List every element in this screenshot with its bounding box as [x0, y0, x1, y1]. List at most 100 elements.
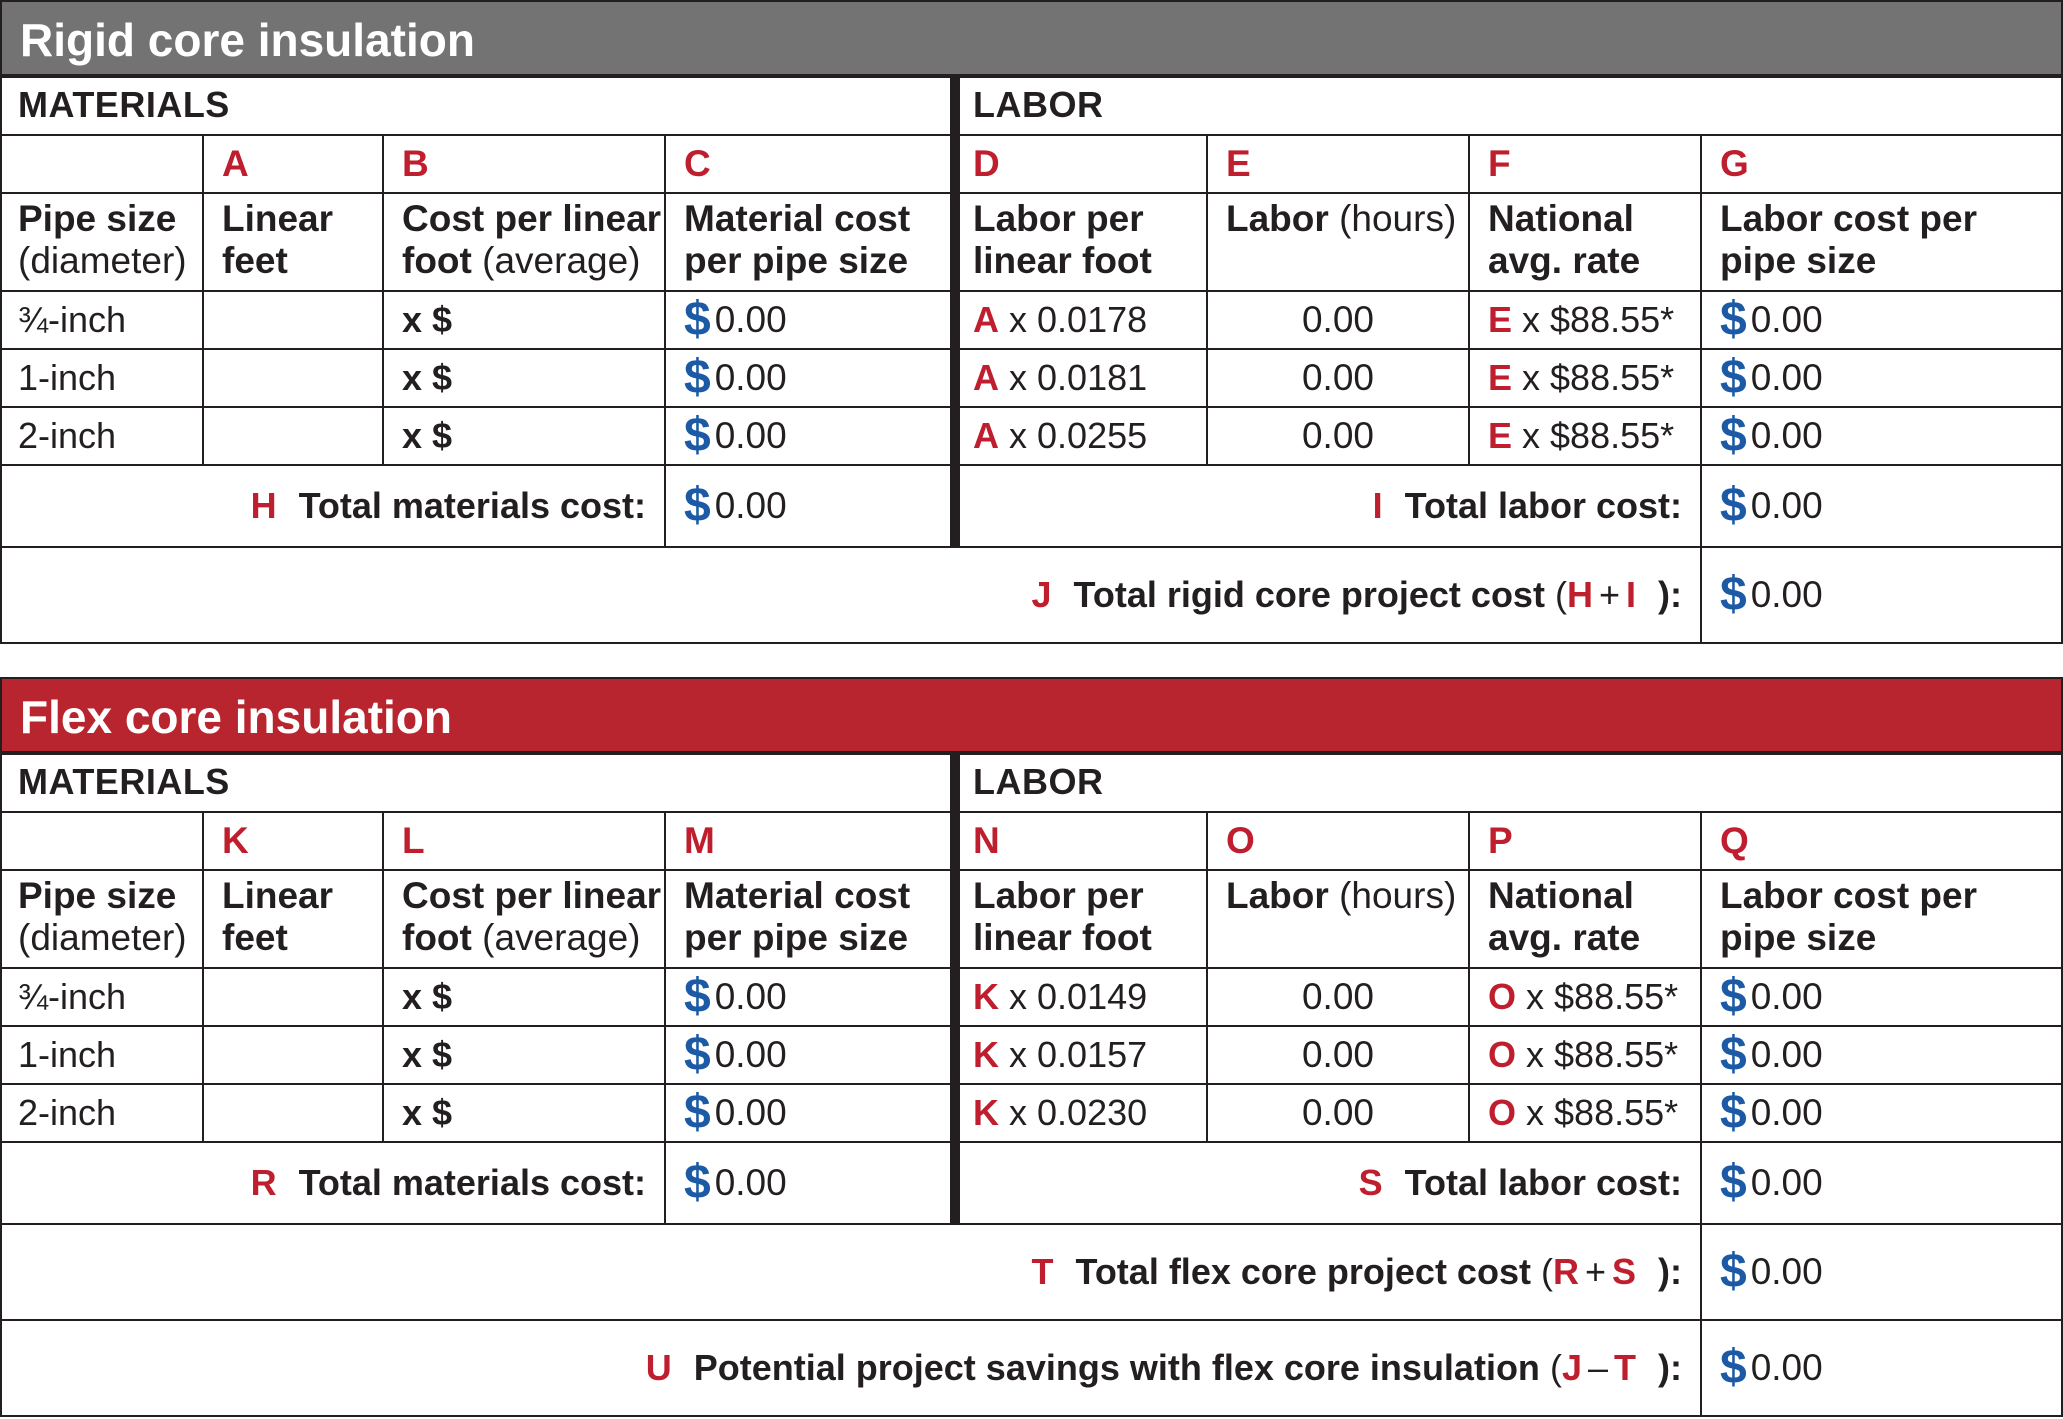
rigid-header-material-cost: Material cost per pipe size	[666, 194, 955, 292]
flex-labor-per-foot-cell: K x 0.0230	[955, 1085, 1208, 1143]
flex-materials-label: MATERIALS	[0, 753, 955, 813]
rigid-labor-per-foot-cell: A x 0.0178	[955, 292, 1208, 350]
flex-total-project-term-a: R	[1552, 1251, 1579, 1292]
spacer	[1516, 1092, 1526, 1134]
rigid-linear-feet-input[interactable]	[204, 292, 384, 350]
flex-labor-per-foot-cell: K x 0.0157	[955, 1027, 1208, 1085]
flex-header-linear-feet: Linear feet	[204, 871, 384, 969]
rigid-header-text: linear foot	[973, 240, 1152, 281]
flex-total-materials-letter: R	[250, 1162, 277, 1203]
rigid-material-cost-cell: $0.00	[666, 350, 955, 408]
flex-cost-per-foot-input[interactable]: x $	[384, 1027, 666, 1085]
flex-labor-factor: x 0.0157	[1009, 1034, 1148, 1075]
rigid-linear-feet-input[interactable]	[204, 408, 384, 466]
rigid-cost-per-foot-input[interactable]: x $	[384, 408, 666, 466]
flex-linear-feet-input[interactable]	[204, 1085, 384, 1143]
flex-material-cost-cell: $0.00	[666, 969, 955, 1027]
rigid-cost-per-foot-input[interactable]: x $	[384, 292, 666, 350]
rigid-total-project-value: 0.00	[1750, 574, 1823, 615]
flex-header-national-avg-rate: National avg. rate	[1470, 871, 1702, 969]
flex-savings-letter: U	[645, 1347, 672, 1388]
flex-labor-cost-cell: $0.00	[1702, 1027, 2063, 1085]
dollar-sign-icon: $	[684, 293, 711, 346]
flex-rate-value: x $88.55*	[1526, 1034, 1679, 1075]
flex-linear-feet-input[interactable]	[204, 1027, 384, 1085]
rigid-labor-per-foot-cell: A x 0.0255	[955, 408, 1208, 466]
flex-header-labor-cost: Labor cost per pipe size	[1702, 871, 2063, 969]
flex-total-labor-letter: S	[1358, 1162, 1383, 1203]
rigid-pipe-size-cell: ¾-inch	[0, 292, 204, 350]
flex-pipe-size: ¾-inch	[18, 976, 127, 1017]
rigid-total-materials-value: 0.00	[714, 485, 787, 526]
rigid-total-project-operator: +	[1598, 574, 1620, 615]
rigid-rate-letter: E	[1488, 357, 1513, 398]
spacer	[1512, 415, 1522, 457]
flex-savings-term-a: J	[1561, 1347, 1582, 1388]
flex-labor-hours-value: 0.00	[1301, 976, 1374, 1017]
flex-labor-cost-value: 0.00	[1750, 976, 1823, 1017]
rigid-linear-feet-input[interactable]	[204, 350, 384, 408]
flex-header-text: Linear	[222, 875, 334, 916]
flex-cost-prefix: x $	[402, 1034, 453, 1075]
flex-header-text: per pipe size	[684, 917, 909, 958]
rigid-labor-hours-value: 0.00	[1301, 415, 1374, 456]
dollar-sign-icon: $	[1720, 1086, 1747, 1139]
flex-header-text: Material cost	[684, 875, 911, 916]
rigid-cost-per-foot-input[interactable]: x $	[384, 350, 666, 408]
flex-pipe-size: 1-inch	[18, 1034, 117, 1075]
flex-total-labor-value: 0.00	[1750, 1162, 1823, 1203]
flex-savings-value: 0.00	[1750, 1347, 1823, 1388]
flex-material-cost-cell: $0.00	[666, 1085, 955, 1143]
flex-linear-feet-input[interactable]	[204, 969, 384, 1027]
flex-cost-per-foot-input[interactable]: x $	[384, 1085, 666, 1143]
rigid-labor-cost-value: 0.00	[1750, 299, 1823, 340]
dollar-sign-icon: $	[684, 1156, 711, 1209]
rigid-total-labor-letter: I	[1372, 485, 1383, 526]
spacer	[1512, 357, 1522, 399]
flex-rate-value: x $88.55*	[1526, 976, 1679, 1017]
rigid-total-project-term-a: H	[1566, 574, 1593, 615]
flex-header-cost-per-linear-foot: Cost per linear foot (average)	[384, 871, 666, 969]
rigid-labor-per-foot-cell: A x 0.0181	[955, 350, 1208, 408]
rigid-header-text: pipe size	[1720, 240, 1877, 281]
rigid-labor-cost-cell: $0.00	[1702, 350, 2063, 408]
spacer	[1545, 574, 1555, 616]
rigid-total-labor-cell: $0.00	[1702, 466, 2063, 548]
flex-rate-cell: O x $88.55*	[1470, 1085, 1702, 1143]
rigid-rate-cell: E x $88.55*	[1470, 408, 1702, 466]
flex-pipe-size-cell: ¾-inch	[0, 969, 204, 1027]
flex-header-material-cost: Material cost per pipe size	[666, 871, 955, 969]
flex-total-materials-cell: $0.00	[666, 1143, 955, 1225]
flex-pipe-size-cell: 2-inch	[0, 1085, 204, 1143]
flex-column-letter: K	[204, 813, 384, 871]
flex-letter-blank	[0, 813, 204, 871]
flex-total-materials-value: 0.00	[714, 1162, 787, 1203]
flex-labor-hours-cell: 0.00	[1208, 1027, 1470, 1085]
flex-header-pipe-size: Pipe size (diameter)	[0, 871, 204, 969]
flex-savings-cell: $0.00	[1702, 1321, 2063, 1417]
rigid-header-cost-per-linear-foot: Cost per linear foot (average)	[384, 194, 666, 292]
rigid-labor-cost-cell: $0.00	[1702, 292, 2063, 350]
rigid-column-letter: G	[1702, 136, 2063, 194]
flex-labor-factor: x 0.0230	[1009, 1092, 1148, 1133]
rigid-column-letter: D	[955, 136, 1208, 194]
flex-savings-operator: –	[1587, 1347, 1609, 1388]
rigid-cost-prefix: x $	[402, 357, 453, 398]
rigid-labor-hours-value: 0.00	[1301, 357, 1374, 398]
rigid-rate-cell: E x $88.55*	[1470, 292, 1702, 350]
flex-header-labor-hours: Labor (hours)	[1208, 871, 1470, 969]
rigid-total-labor-text: Total labor cost:	[1404, 485, 1682, 526]
rigid-cost-prefix: x $	[402, 299, 453, 340]
spacer	[1516, 976, 1526, 1018]
dollar-sign-icon: $	[1720, 568, 1747, 621]
rigid-table: MATERIALS LABOR A B C D E F G Pipe size (diameter)…	[0, 76, 2063, 644]
flex-cost-per-foot-input[interactable]: x $	[384, 969, 666, 1027]
rigid-header-labor-hours: Labor (hours)	[1208, 194, 1470, 292]
rigid-pipe-size: ¾-inch	[18, 299, 127, 340]
rigid-material-cost-value: 0.00	[714, 357, 787, 398]
spacer	[1540, 1347, 1550, 1389]
rigid-total-materials-label: H Total materials cost:	[0, 466, 666, 548]
rigid-rate-letter: E	[1488, 299, 1513, 340]
rigid-pipe-size-cell: 2-inch	[0, 408, 204, 466]
rigid-column-letter: F	[1470, 136, 1702, 194]
